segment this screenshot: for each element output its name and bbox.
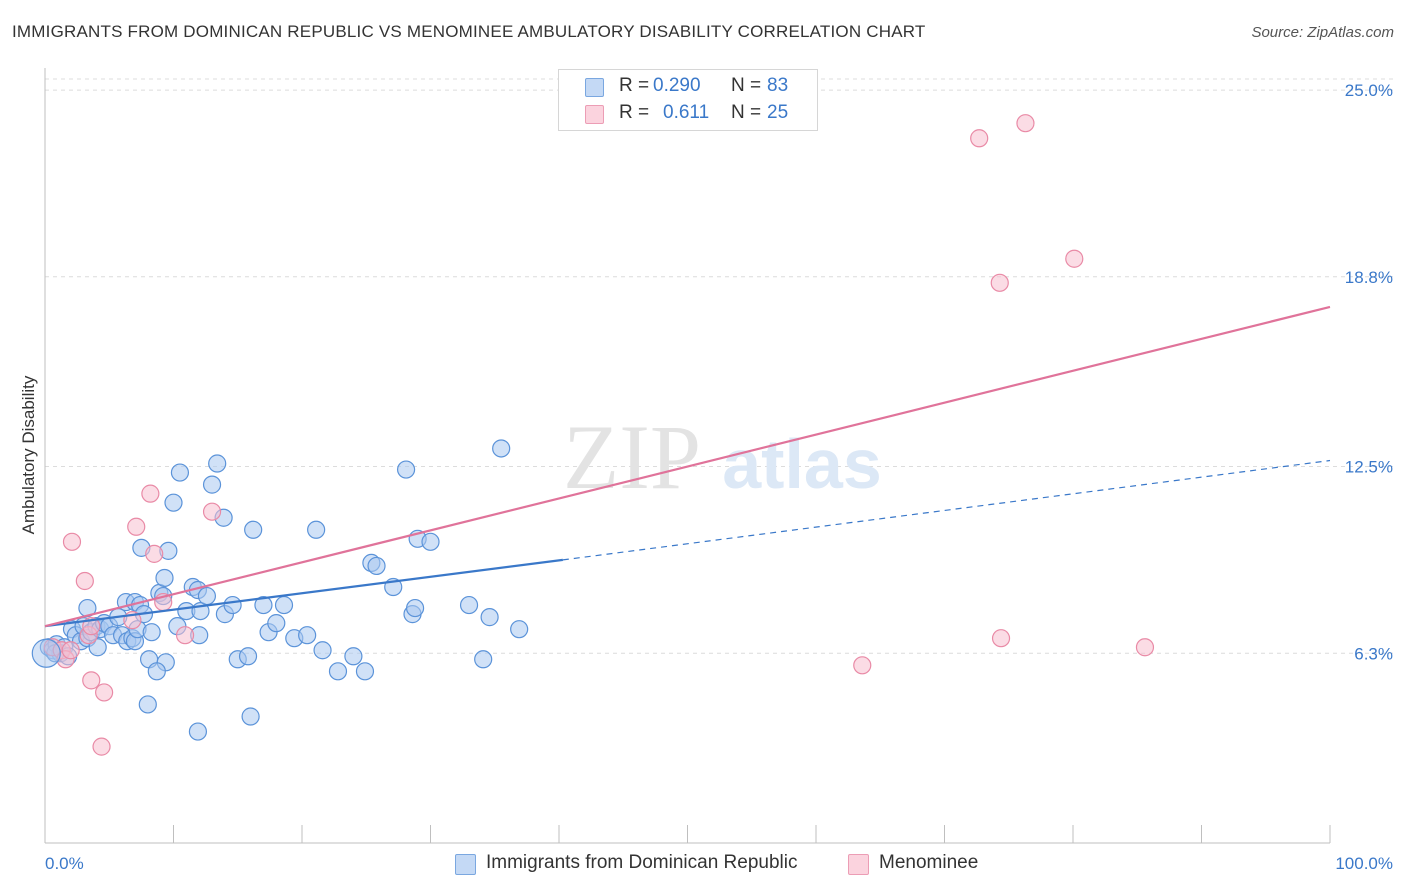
legend-r-label: R = [619, 75, 650, 96]
point-menominee [82, 617, 101, 636]
point-menominee [970, 129, 989, 148]
point-dominican [142, 623, 161, 642]
legend-n-label: N = [731, 75, 762, 96]
legend-label-menominee: Menominee [879, 852, 979, 873]
tick-labels: 6.3% 12.5% 18.8% 25.0% 0.0% 100.0% [45, 81, 1393, 873]
point-menominee [1016, 114, 1035, 133]
point-dominican [267, 614, 286, 633]
point-menominee [853, 656, 872, 675]
point-dominican [244, 520, 263, 539]
y-axis-title: Ambulatory Disability [19, 375, 38, 534]
point-dominican [202, 475, 222, 494]
legend-row-menominee: R = 0.611 N = 25 [559, 100, 817, 126]
correlation-legend: R = 0.290 N = 83 R = 0.611 N = 25 [558, 69, 818, 131]
point-dominican [492, 439, 511, 458]
point-dominican [164, 493, 183, 512]
point-dominican [88, 638, 107, 657]
y-tick-label: 18.8% [1345, 268, 1393, 287]
point-dominican [241, 707, 260, 726]
point-menominee [141, 484, 160, 503]
point-menominee [991, 629, 1011, 648]
x-tick-label: 100.0% [1335, 854, 1393, 873]
point-dominican [367, 556, 386, 576]
point-dominican [480, 608, 499, 627]
legend-n-label: N = [731, 102, 762, 123]
grid-lines [45, 78, 1394, 654]
point-dominican [298, 626, 317, 645]
point-dominican [188, 722, 208, 741]
trendline-dominican [44, 558, 563, 628]
point-menominee [82, 671, 101, 690]
y-tick-label: 6.3% [1354, 644, 1393, 663]
point-menominee [62, 532, 82, 551]
legend-swatch-dominican [585, 78, 604, 97]
point-menominee [95, 683, 114, 702]
source-label: Source: ZipAtlas.com [1251, 24, 1394, 41]
point-menominee [127, 517, 146, 536]
point-dominican [197, 586, 217, 606]
point-dominican [328, 662, 348, 681]
point-menominee [61, 641, 80, 660]
y-tick-label: 12.5% [1345, 458, 1393, 477]
point-dominican [396, 460, 416, 479]
series-legend: Immigrants from Dominican Republic Menom… [0, 852, 1406, 878]
point-dominican [313, 641, 332, 660]
point-dominican [307, 520, 326, 539]
point-dominican [208, 454, 227, 473]
legend-n-value: 83 [767, 75, 789, 96]
trendline-menominee [44, 305, 1331, 628]
point-dominican-cluster [31, 638, 61, 668]
point-dominican [170, 463, 190, 482]
point-dominican [344, 647, 363, 666]
legend-n-value: 25 [767, 102, 789, 123]
trend-lines [44, 305, 1331, 628]
point-dominican [459, 595, 479, 615]
watermark-atlas: atlas [722, 425, 882, 503]
trendline-dominican-projection [562, 459, 1331, 561]
point-dominican [147, 662, 166, 681]
point-dominican [254, 595, 273, 615]
point-menominee [1135, 638, 1155, 657]
point-menominee [990, 273, 1009, 292]
x-tick-label: 0.0% [45, 854, 84, 873]
point-menominee [145, 544, 164, 563]
legend-r-value: 0.611 [663, 102, 710, 123]
point-dominican [474, 650, 493, 669]
legend-row-dominican: R = 0.290 N = 83 [559, 73, 817, 99]
axes [44, 68, 1331, 844]
point-dominican [274, 595, 294, 615]
y-tick-label: 25.0% [1345, 81, 1393, 100]
point-dominican [405, 598, 425, 618]
point-dominican [155, 568, 174, 588]
point-dominican [138, 695, 157, 714]
legend-swatch-menominee [585, 105, 604, 124]
point-menominee [1065, 249, 1084, 268]
point-dominican [421, 532, 440, 551]
legend-r-label: R = [619, 102, 650, 123]
point-dominican [355, 662, 375, 681]
chart-title: IMMIGRANTS FROM DOMINICAN REPUBLIC VS ME… [12, 22, 926, 41]
legend-label-dominican: Immigrants from Dominican Republic [486, 852, 798, 873]
point-menominee [75, 571, 94, 591]
data-points [31, 114, 1155, 756]
point-menominee [92, 737, 111, 756]
point-dominican [510, 620, 529, 639]
legend-r-value: 0.290 [653, 75, 701, 96]
legend-swatch-dominican [455, 854, 476, 875]
point-menominee [202, 502, 222, 521]
legend-swatch-menominee [848, 854, 869, 875]
point-menominee [175, 626, 195, 645]
point-dominican [238, 647, 258, 666]
point-dominican [223, 595, 242, 615]
